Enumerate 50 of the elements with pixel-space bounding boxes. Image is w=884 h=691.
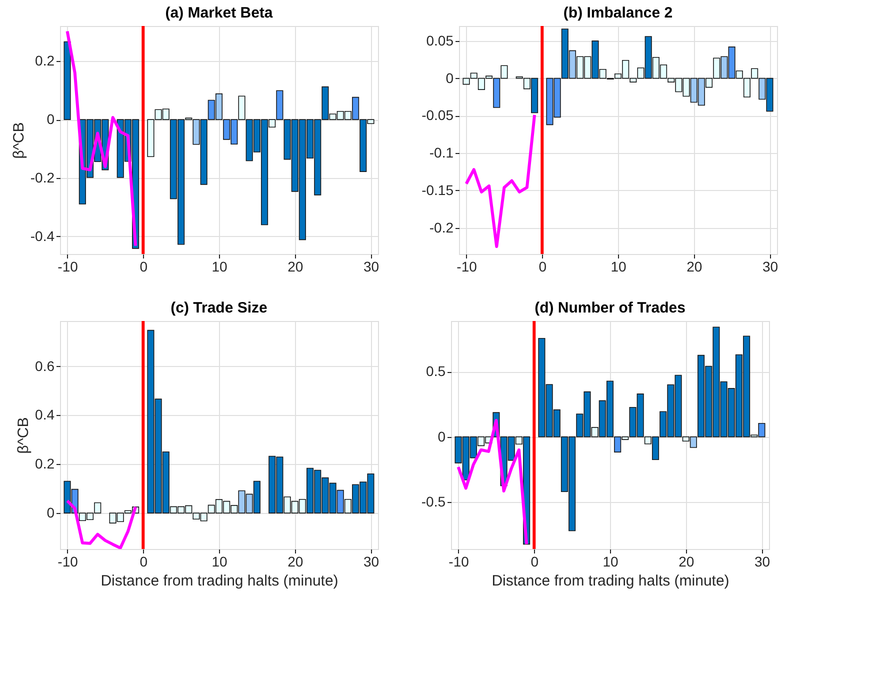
x-tick-label: -10 [58,258,78,274]
x-tick-label: 0 [140,554,148,570]
y-tick-label: 0.5 [426,363,446,380]
x-tick-label: -10 [456,258,478,274]
x-tick-label: 10 [212,554,228,570]
line-series [464,113,536,248]
y-tick-label: 0.4 [35,406,55,423]
x-tick-label: 0 [140,258,148,274]
x-tick-label: 10 [212,258,228,274]
y-tick-label: -0.2 [30,170,55,186]
x-tick-label: 10 [602,554,618,570]
chart-title: (c) Trade Size [170,300,268,316]
y-tick-label: -0.15 [422,182,454,198]
y-axis-title: β^CB [10,122,28,159]
x-axis-title: Distance from trading halts (minute) [100,572,338,590]
x-tick-label: 30 [363,554,380,570]
y-tick-label: 0 [446,70,454,86]
x-tick-label: 10 [610,258,626,274]
y-tick-label: 0.05 [426,32,454,48]
y-tick-label: 0.2 [35,52,55,69]
line-series [66,30,138,248]
x-tick-label: 20 [686,258,702,274]
y-tick-label: 0 [438,428,446,444]
x-tick-label: 0 [530,554,539,570]
x-axis-title: Distance from trading halts (minute) [492,572,730,590]
y-axis-title: β^CB [15,417,32,454]
y-tick-label: -0.05 [422,107,454,124]
y-tick-label: -0.4 [30,228,55,244]
line-series [66,499,138,549]
y-tick-label: 0.2 [35,456,55,472]
y-tick-label: -0.1 [429,144,454,161]
y-tick-label: -0.5 [421,494,446,510]
y-tick-label: -0.2 [429,219,454,236]
x-tick-label: 30 [754,554,770,570]
x-tick-label: -10 [448,554,470,570]
x-tick-label: -10 [58,554,78,570]
line-series [456,418,528,546]
x-tick-label: 20 [678,554,694,570]
chart-title: (b) Imbalance 2 [563,4,673,22]
y-tick-label: 0 [46,504,55,521]
chart-title: (d) Number of Trades [534,300,686,316]
y-tick-label: 0.6 [35,358,55,374]
x-tick-label: 30 [363,258,380,274]
y-tick-label: 0 [46,111,55,128]
chart-title: (a) Market Beta [165,4,274,22]
x-tick-label: 0 [538,258,547,274]
x-tick-label: 20 [288,554,304,570]
x-tick-label: 30 [762,258,778,274]
bar [64,41,71,120]
x-tick-label: 20 [288,258,304,274]
